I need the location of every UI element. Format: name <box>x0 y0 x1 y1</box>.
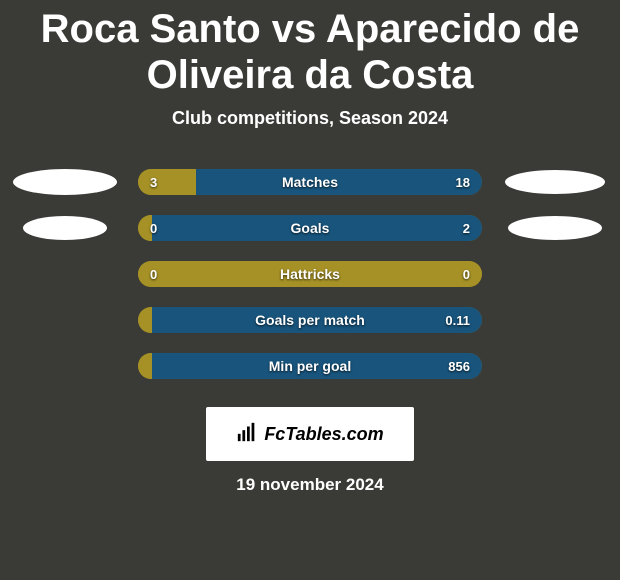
brand-chart-icon <box>236 421 258 448</box>
stat-row: 00Hattricks <box>0 251 620 297</box>
brand-name: FcTables.com <box>264 424 383 445</box>
stat-seg-right <box>152 307 482 333</box>
stat-seg-right <box>152 353 482 379</box>
left-avatar-slot <box>10 169 120 195</box>
avatar-oval <box>23 216 107 240</box>
stat-bar: 856Min per goal <box>138 353 482 379</box>
avatar-oval <box>13 169 117 195</box>
stat-seg-left <box>138 261 482 287</box>
stat-bar: 0.11Goals per match <box>138 307 482 333</box>
stat-seg-left <box>138 169 196 195</box>
right-avatar-slot <box>500 170 610 194</box>
stat-bar: 02Goals <box>138 215 482 241</box>
stat-row: 02Goals <box>0 205 620 251</box>
stat-row: 856Min per goal <box>0 343 620 389</box>
stat-seg-left <box>138 353 152 379</box>
left-avatar-slot <box>10 216 120 240</box>
avatar-oval <box>505 170 605 194</box>
stat-bar: 00Hattricks <box>138 261 482 287</box>
stat-seg-right <box>196 169 482 195</box>
stat-seg-left <box>138 215 152 241</box>
comparison-card: Roca Santo vs Aparecido de Oliveira da C… <box>0 0 620 580</box>
subtitle: Club competitions, Season 2024 <box>0 108 620 129</box>
avatar-oval <box>508 216 602 240</box>
right-avatar-slot <box>500 216 610 240</box>
date-label: 19 november 2024 <box>0 475 620 495</box>
stat-bar: 318Matches <box>138 169 482 195</box>
brand-badge: FcTables.com <box>206 407 414 461</box>
stat-row: 318Matches <box>0 159 620 205</box>
stat-row: 0.11Goals per match <box>0 297 620 343</box>
page-title: Roca Santo vs Aparecido de Oliveira da C… <box>0 6 620 98</box>
stats-rows: 318Matches 02Goals 00Hattricks 0.11Goals pe… <box>0 159 620 389</box>
stat-seg-right <box>152 215 482 241</box>
stat-seg-left <box>138 307 152 333</box>
